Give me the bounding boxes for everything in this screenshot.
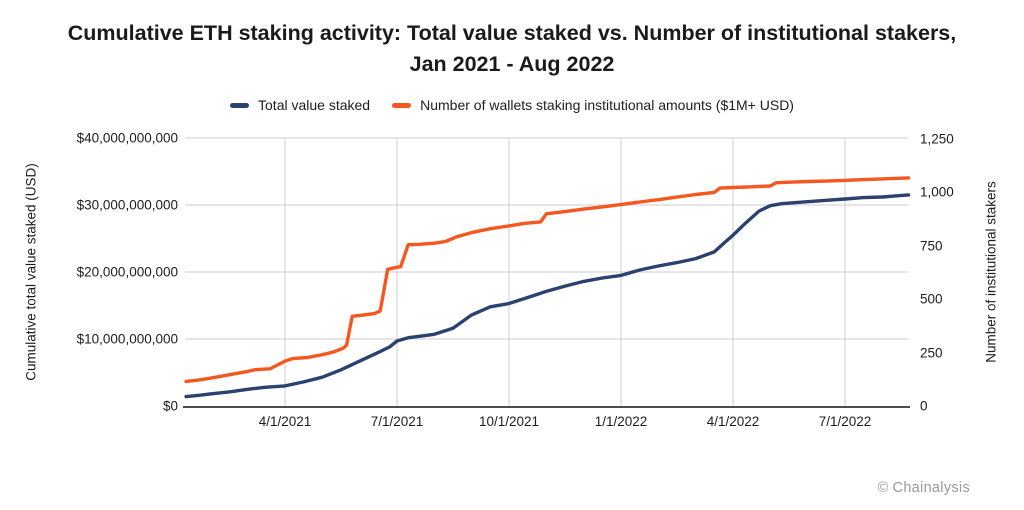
series-line-number-of-wallets-staking-institutional-am [184,176,911,384]
series-line-total-value-staked [184,193,911,399]
x-tick-label: 7/1/2022 [818,414,872,429]
y-left-axis-title: Cumulative total value staked (USD) [23,163,39,381]
y-left-tick-label: $0 [162,398,178,414]
legend-label: Number of wallets staking institutional … [420,97,794,113]
y-right-axis-title: Number of institutional stakers [983,181,999,363]
y-right-tick-label: 250 [920,345,943,361]
legend-swatch-icon [392,102,412,108]
legend-label: Total value staked [258,97,371,113]
chart-legend: Total value staked Number of wallets stak… [0,97,1024,113]
y-right-tick-label: 750 [920,238,943,254]
x-tick-label: 4/1/2021 [258,414,312,429]
y-left-tick-label: $30,000,000,000 [76,197,178,213]
watermark-label: Chainalysis [892,480,970,496]
y-right-tick-label: 0 [920,398,928,414]
x-tick-label: 1/1/2022 [594,414,648,429]
x-tick-label: 10/1/2021 [478,414,540,429]
watermark: © Chainalysis [878,480,970,496]
y-right-tick-label: 1,000 [920,184,954,200]
copyright-icon: © [877,480,889,496]
legend-item-total-value-staked: Total value staked [230,97,370,113]
x-tick-label: 4/1/2022 [706,414,760,429]
legend-swatch-icon [230,102,250,108]
y-left-tick-label: $20,000,000,000 [76,264,178,280]
y-right-tick-label: 1,250 [920,131,954,147]
chart-title-line2: Jan 2021 - Aug 2022 [409,52,615,76]
y-left-tick-label: $40,000,000,000 [76,130,178,146]
x-tick-label: 7/1/2021 [370,414,424,429]
chart-title-line1: Cumulative ETH staking activity: Total v… [67,21,957,45]
legend-item-number-of-wallets-staking-institutional-am: Number of wallets staking institutional … [392,97,794,113]
chart-title: Cumulative ETH staking activity: Total v… [0,18,1024,80]
y-left-tick-label: $10,000,000,000 [76,331,178,347]
y-right-tick-label: 500 [920,291,943,307]
